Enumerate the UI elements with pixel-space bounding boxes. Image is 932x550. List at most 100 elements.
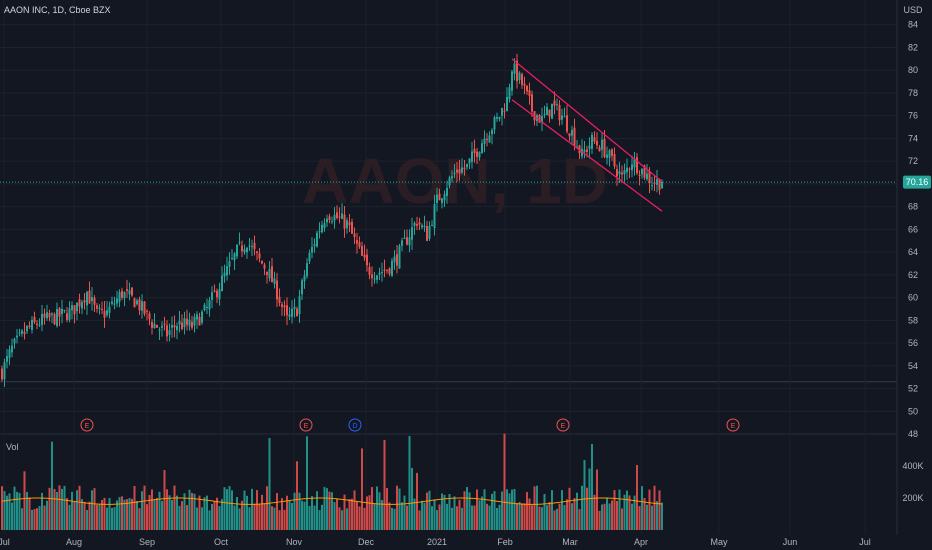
candle-body bbox=[161, 325, 163, 328]
volume-bar bbox=[461, 507, 463, 530]
volume-bar bbox=[646, 504, 648, 530]
candle-body bbox=[218, 289, 221, 300]
time-tick-label: Dec bbox=[358, 537, 375, 547]
candle-body bbox=[103, 311, 106, 318]
volume-bar bbox=[128, 498, 131, 530]
volume-bar bbox=[496, 507, 498, 530]
volume-bar bbox=[473, 505, 476, 530]
candle-body bbox=[638, 174, 641, 176]
volume-bar bbox=[498, 504, 501, 530]
volume-bar bbox=[63, 485, 66, 530]
event-marker-e[interactable]: E bbox=[299, 418, 313, 432]
candle-body bbox=[498, 116, 501, 120]
volume-bar bbox=[491, 493, 493, 530]
candle-body bbox=[621, 172, 623, 175]
candle-body bbox=[233, 253, 236, 261]
price-scale[interactable] bbox=[897, 0, 932, 550]
volume-bar bbox=[218, 506, 221, 530]
volume-bar bbox=[448, 494, 451, 530]
volume-bar bbox=[458, 499, 461, 530]
volume-bar bbox=[403, 495, 406, 530]
time-tick-label: Apr bbox=[634, 537, 648, 547]
candle-body bbox=[281, 304, 283, 307]
candle-body bbox=[46, 312, 48, 319]
candle-body bbox=[38, 324, 41, 326]
volume-bar bbox=[211, 503, 213, 530]
candle-body bbox=[471, 151, 473, 162]
volume-bar bbox=[468, 492, 471, 530]
volume-bar bbox=[16, 491, 18, 530]
volume-bar bbox=[501, 491, 503, 530]
candle-body bbox=[61, 308, 63, 314]
event-marker-e[interactable]: E bbox=[80, 418, 94, 432]
volume-bar bbox=[296, 461, 298, 530]
event-marker-circle[interactable] bbox=[80, 418, 94, 432]
candle-body bbox=[523, 83, 526, 86]
candle-body bbox=[271, 266, 273, 283]
volume-bar bbox=[373, 503, 376, 530]
candle-body bbox=[521, 74, 523, 85]
candle-body bbox=[266, 271, 268, 276]
volume-bar bbox=[506, 489, 508, 530]
volume-bar bbox=[286, 495, 288, 530]
candle-body bbox=[21, 330, 23, 334]
candle-body bbox=[556, 104, 558, 106]
volume-bar bbox=[193, 493, 196, 530]
candle-body bbox=[68, 308, 71, 320]
volume-bar bbox=[158, 491, 161, 530]
event-marker-e[interactable]: E bbox=[556, 418, 570, 432]
candle-body bbox=[286, 305, 288, 316]
candle-body bbox=[388, 268, 391, 274]
candle-body bbox=[371, 274, 373, 279]
candle-body bbox=[646, 173, 648, 180]
volume-bar bbox=[366, 496, 368, 530]
event-marker-circle[interactable] bbox=[726, 418, 740, 432]
volume-bar bbox=[396, 485, 398, 530]
candle-body bbox=[456, 169, 458, 173]
event-marker-e[interactable]: E bbox=[726, 418, 740, 432]
volume-bar bbox=[133, 485, 136, 530]
volume-bar bbox=[413, 498, 416, 530]
volume-bar bbox=[143, 485, 146, 530]
candle-body bbox=[73, 305, 76, 315]
volume-bar bbox=[21, 508, 23, 530]
channel-upper-line[interactable] bbox=[511, 58, 663, 183]
candle-body bbox=[193, 316, 196, 326]
candle-body bbox=[231, 257, 233, 259]
volume-bar bbox=[401, 502, 403, 530]
candle-body bbox=[378, 272, 381, 275]
volume-bar bbox=[493, 491, 496, 530]
event-marker-circle[interactable] bbox=[299, 418, 313, 432]
candle-body bbox=[221, 275, 223, 292]
volume-bar bbox=[276, 493, 278, 530]
volume-bar bbox=[298, 492, 301, 530]
candle-body bbox=[411, 227, 413, 240]
candle-body bbox=[176, 325, 178, 331]
last-price-badge: 70.16 bbox=[903, 175, 931, 189]
channel-lower-line[interactable] bbox=[511, 99, 663, 212]
volume-bar bbox=[86, 510, 88, 530]
event-marker-circle[interactable] bbox=[348, 418, 362, 432]
volume-bar bbox=[576, 492, 578, 530]
event-marker-circle[interactable] bbox=[556, 418, 570, 432]
volume-bar bbox=[486, 503, 488, 530]
event-marker-d[interactable]: D bbox=[348, 418, 362, 432]
candle-body bbox=[531, 94, 533, 112]
candle-body bbox=[548, 109, 551, 117]
price-tick-label: 52 bbox=[908, 384, 918, 394]
candle-body bbox=[563, 116, 566, 118]
candle-body bbox=[596, 140, 598, 146]
volume-bar bbox=[476, 489, 478, 530]
volume-bar bbox=[653, 485, 656, 530]
volume-ma-line bbox=[1, 497, 663, 505]
candle-body bbox=[156, 324, 158, 328]
volume-bar bbox=[123, 499, 126, 530]
trend-channel[interactable] bbox=[511, 58, 663, 212]
candle-body bbox=[243, 249, 246, 253]
volume-bar bbox=[441, 493, 443, 530]
volume-bar bbox=[621, 508, 623, 530]
event-marker-label: E bbox=[85, 423, 90, 430]
volume-bar bbox=[618, 489, 621, 530]
